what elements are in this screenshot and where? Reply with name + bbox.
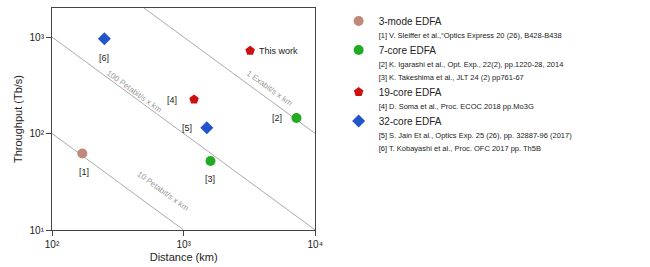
svg-text:10²: 10² — [45, 239, 60, 250]
svg-text:[2]: [2] — [272, 113, 282, 123]
svg-text:Throughput (Tb/s): Throughput (Tb/s) — [12, 75, 24, 163]
svg-text:10⁴: 10⁴ — [308, 239, 323, 250]
svg-text:10³: 10³ — [30, 32, 45, 43]
svg-text:10²: 10² — [30, 128, 45, 139]
svg-text:10¹: 10¹ — [30, 225, 45, 236]
svg-text:[3]: [3] — [205, 174, 215, 184]
svg-text:19-core EDFA[4] D. Soma et al.: 19-core EDFA[4] D. Soma et al., Proc. EC… — [379, 87, 534, 111]
svg-text:Distance (km): Distance (km) — [150, 251, 218, 263]
svg-text:3-mode EDFA[1] V. Sleiffer et: 3-mode EDFA[1] V. Sleiffer et al.,“Optic… — [379, 16, 562, 40]
svg-text:This work: This work — [259, 46, 298, 56]
svg-text:[1]: [1] — [79, 167, 89, 177]
svg-text:100 Petabit/s x km: 100 Petabit/s x km — [105, 69, 164, 115]
svg-text:1 Exabit/s x km: 1 Exabit/s x km — [245, 69, 294, 108]
svg-text:10³: 10³ — [176, 239, 191, 250]
svg-text:7-core EDFA[2] K. Igarashi et: 7-core EDFA[2] K. Igarashi et al., Opt. … — [379, 45, 564, 82]
svg-text:[6]: [6] — [99, 53, 109, 63]
svg-text:10 Petabit/s x km: 10 Petabit/s x km — [135, 170, 190, 214]
svg-text:[4]: [4] — [167, 95, 177, 105]
svg-text:32-core EDFA[5] S. Jain Et al.: 32-core EDFA[5] S. Jain Et al., Optics E… — [379, 116, 573, 153]
svg-text:[5]: [5] — [182, 123, 192, 133]
